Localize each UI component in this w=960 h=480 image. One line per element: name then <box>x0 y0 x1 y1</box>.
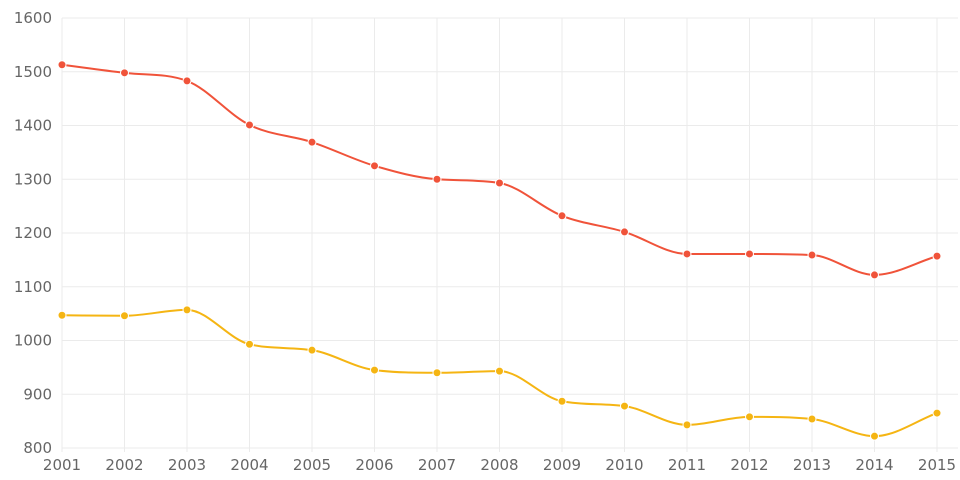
data-point <box>807 414 817 424</box>
x-tick-label: 2005 <box>293 456 331 474</box>
series-layer <box>57 60 942 441</box>
data-point <box>870 270 879 280</box>
y-tick-label: 1600 <box>14 9 52 27</box>
data-point <box>620 227 629 237</box>
data-point <box>370 161 379 171</box>
data-point <box>620 401 629 411</box>
data-point <box>245 339 254 349</box>
y-tick-label: 1200 <box>14 224 52 242</box>
x-tick-label: 2006 <box>355 456 393 474</box>
data-point <box>57 310 67 320</box>
data-point <box>932 408 942 418</box>
x-axis: 2001 2002 2003 2004 2005 2006 2007 2008 2009 2010… <box>43 456 956 474</box>
data-point <box>245 120 254 130</box>
data-point <box>182 76 192 86</box>
data-point <box>370 365 379 375</box>
y-axis: 800 900 1000 1100 1200 1300 1400 1500 1600 <box>14 9 52 457</box>
x-tick-label: 2008 <box>480 456 518 474</box>
data-point <box>495 178 504 188</box>
data-point <box>120 311 129 321</box>
data-point <box>57 60 67 70</box>
y-tick-label: 1300 <box>14 170 52 188</box>
data-point <box>807 250 817 260</box>
y-tick-label: 1000 <box>14 332 52 350</box>
x-tick-label: 2012 <box>730 456 768 474</box>
data-point <box>120 68 129 78</box>
data-point <box>682 420 692 430</box>
x-tick-label: 2003 <box>168 456 206 474</box>
data-point <box>432 174 442 184</box>
x-tick-label: 2010 <box>605 456 643 474</box>
data-point <box>932 251 942 261</box>
y-tick-label: 1100 <box>14 278 52 296</box>
x-tick-label: 2002 <box>105 456 143 474</box>
x-tick-label: 2009 <box>543 456 581 474</box>
x-tick-label: 2004 <box>230 456 268 474</box>
x-tick-label: 2014 <box>855 456 893 474</box>
data-point <box>495 366 504 376</box>
data-point <box>557 396 567 406</box>
x-tick-label: 2011 <box>668 456 706 474</box>
y-tick-label: 1500 <box>14 63 52 81</box>
x-tick-label: 2015 <box>918 456 956 474</box>
data-point <box>745 249 754 259</box>
y-tick-label: 1400 <box>14 117 52 135</box>
x-tick-label: 2013 <box>793 456 831 474</box>
data-point <box>745 412 754 422</box>
y-tick-label: 900 <box>23 385 52 403</box>
data-point <box>682 249 692 259</box>
data-point <box>307 137 317 147</box>
grid <box>61 17 958 452</box>
x-tick-label: 2007 <box>418 456 456 474</box>
data-point <box>557 211 567 221</box>
y-tick-label: 800 <box>23 439 52 457</box>
data-point <box>432 368 442 378</box>
x-tick-label: 2001 <box>43 456 81 474</box>
data-point <box>307 345 317 355</box>
data-point <box>870 431 879 441</box>
data-point <box>182 305 192 315</box>
